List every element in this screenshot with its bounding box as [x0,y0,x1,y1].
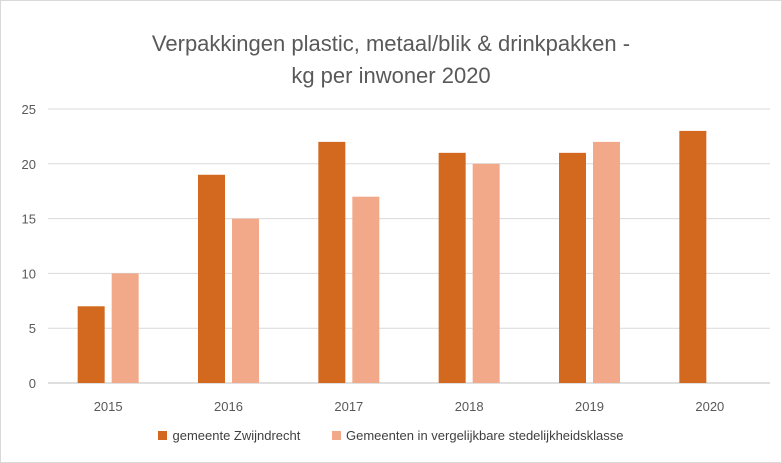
bar-vergelijkbare-gemeenten-2016 [232,218,259,383]
chart-legend: gemeente Zwijndrecht Gemeenten in vergel… [0,428,782,443]
legend-swatch-zwijndrecht [158,431,168,440]
legend-item-vergelijkbare-gemeenten: Gemeenten in vergelijkbare stedelijkheid… [332,428,624,443]
legend-label-zwijndrecht: gemeente Zwijndrecht [172,428,301,443]
y-tick-label: 15 [22,212,36,227]
y-tick-label: 5 [29,321,36,336]
chart-title-line-1: Verpakkingen plastic, metaal/blik & drin… [151,31,631,56]
legend-swatch-vergelijkbare-gemeenten [332,431,342,440]
bar-zwijndrecht-2018 [438,152,466,383]
y-tick-label: 20 [22,157,36,172]
x-tick-label: 2019 [575,399,604,414]
bar-zwijndrecht-2019 [559,152,586,383]
x-tick-label: 2020 [695,399,724,414]
x-tick-label: 2016 [214,399,243,414]
chart-title: Verpakkingen plastic, metaal/blik & drin… [0,28,782,92]
bar-vergelijkbare-gemeenten-2017 [352,196,380,383]
y-tick-label: 10 [22,266,36,281]
x-tick-label: 2018 [455,399,484,414]
chart-title-line-2: kg per inwoner 2020 [291,63,491,88]
bar-zwijndrecht-2016 [198,174,225,383]
bar-zwijndrecht-2017 [318,141,346,383]
bar-vergelijkbare-gemeenten-2015 [111,273,139,383]
x-tick-label: 2017 [334,399,363,414]
bar-zwijndrecht-2015 [77,306,105,383]
legend-item-zwijndrecht: gemeente Zwijndrecht [158,428,300,443]
bar-vergelijkbare-gemeenten-2019 [593,141,620,383]
bar-vergelijkbare-gemeenten-2018 [472,163,500,383]
x-tick-label: 2015 [94,399,123,414]
y-tick-label: 0 [29,376,36,391]
y-tick-label: 25 [22,102,36,117]
legend-label-vergelijkbare-gemeenten: Gemeenten in vergelijkbare stedelijkheid… [346,428,624,443]
bar-zwijndrecht-2020 [679,130,707,383]
